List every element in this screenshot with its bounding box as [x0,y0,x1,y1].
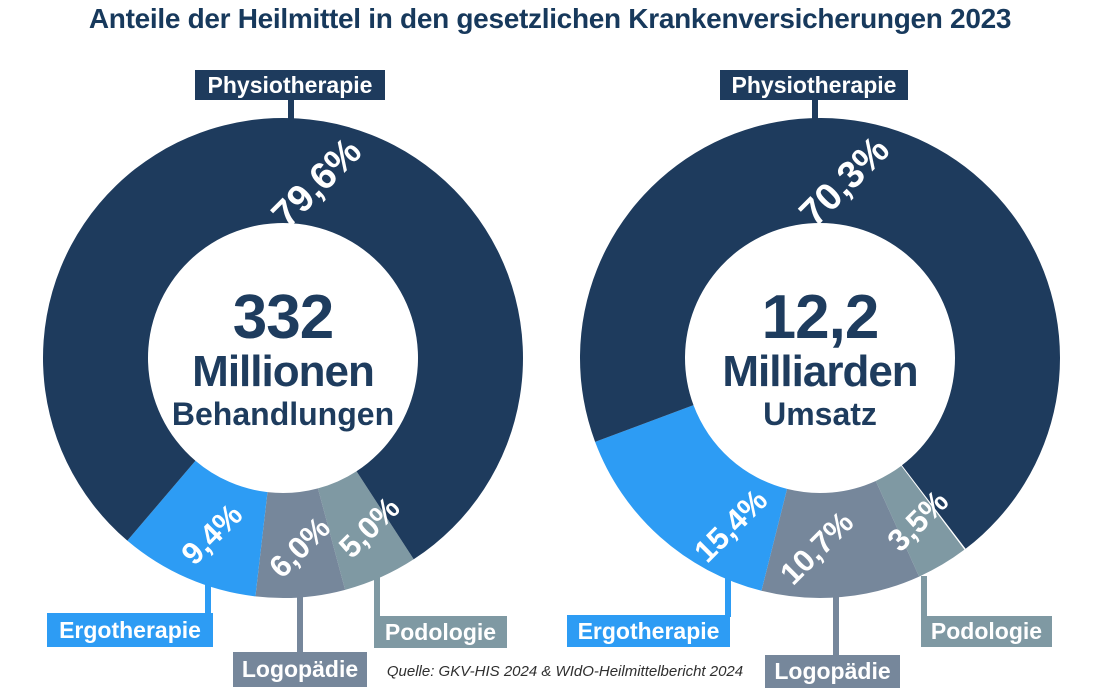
donut-segment-ergotherapie [127,460,268,597]
label-box-podologie-left: Podologie [374,616,507,648]
donut-segment-logopaedie [255,488,346,598]
label-text: Logopädie [774,658,891,684]
donut-center-umsatz: 12,2 Milliarden Umsatz [680,287,960,432]
label-box-physiotherapie-left: Physiotherapie [195,70,385,100]
donut-segment-physiotherapie [43,118,523,560]
connector-logopaedie-right [833,597,839,657]
connector-physiotherapie-left [288,98,294,130]
label-box-ergotherapie-right: Ergotherapie [567,615,730,647]
donut-chart-umsatz: 70,3%15,4%10,7% 3,5% [580,118,1060,598]
label-box-podologie-right: Podologie [921,616,1052,647]
label-text: Ergotherapie [59,616,201,643]
connector-physiotherapie-right [812,98,818,130]
donut-segment-physiotherapie [580,118,1060,549]
label-box-physiotherapie-right: Physiotherapie [720,70,908,100]
label-box-logopaedie-left: Logopädie [233,652,367,687]
source-note: Quelle: GKV-HIS 2024 & WIdO-Heilmittelbe… [386,663,744,680]
donut-chart-behandlungen: 79,6%9,4% 6,0%5,0% [43,118,523,598]
label-text: Physiotherapie [731,71,897,98]
center-sublabel: Umsatz [763,395,877,432]
connector-podologie-left [374,576,380,618]
connector-logopaedie-left [297,594,303,654]
center-sublabel: Behandlungen [171,395,395,432]
label-text: Physiotherapie [207,71,373,98]
donut-segment-ergotherapie [595,405,788,591]
donut-segment-logopaedie [761,480,920,598]
center-value: 332 [232,283,334,352]
label-text: Ergotherapie [577,617,720,644]
donut-segment-podologie [875,465,965,577]
center-unit: Milliarden [722,347,918,396]
donut-segment-podologie [317,471,414,590]
label-box-ergotherapie-left: Ergotherapie [47,613,213,647]
connector-ergotherapie-right [725,577,731,617]
center-unit: Millionen [192,347,375,396]
center-value: 12,2 [761,283,880,352]
donut-center-behandlungen: 332 Millionen Behandlungen [143,287,423,432]
label-text: Podologie [384,618,497,645]
label-text: Podologie [930,618,1043,644]
chart-title: Anteile der Heilmittel in den gesetzlich… [88,3,1012,34]
connector-ergotherapie-left [205,584,211,615]
connector-podologie-right [921,576,927,618]
label-text: Logopädie [241,656,359,682]
label-box-logopaedie-right: Logopädie [765,655,900,688]
